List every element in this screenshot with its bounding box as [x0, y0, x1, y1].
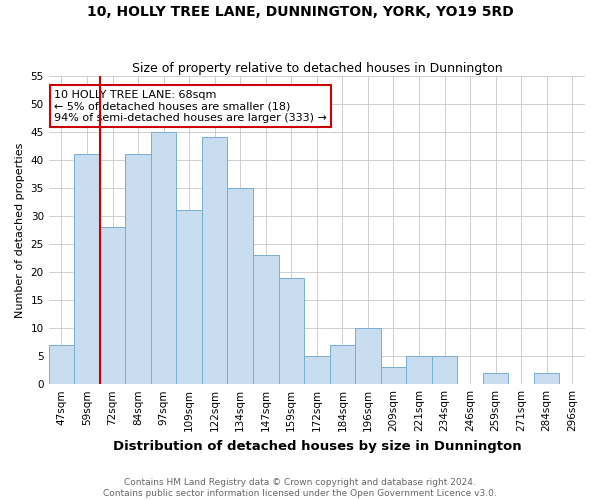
- Bar: [151, 132, 176, 384]
- Bar: [304, 356, 329, 384]
- Bar: [74, 154, 100, 384]
- Bar: [125, 154, 151, 384]
- Bar: [534, 373, 559, 384]
- Bar: [329, 345, 355, 384]
- Text: 10, HOLLY TREE LANE, DUNNINGTON, YORK, YO19 5RD: 10, HOLLY TREE LANE, DUNNINGTON, YORK, Y…: [86, 5, 514, 19]
- Bar: [227, 188, 253, 384]
- Bar: [100, 227, 125, 384]
- Bar: [380, 368, 406, 384]
- Text: 10 HOLLY TREE LANE: 68sqm
← 5% of detached houses are smaller (18)
94% of semi-d: 10 HOLLY TREE LANE: 68sqm ← 5% of detach…: [54, 90, 327, 122]
- Bar: [253, 255, 278, 384]
- Text: Contains HM Land Registry data © Crown copyright and database right 2024.
Contai: Contains HM Land Registry data © Crown c…: [103, 478, 497, 498]
- Bar: [49, 345, 74, 384]
- Bar: [432, 356, 457, 384]
- Title: Size of property relative to detached houses in Dunnington: Size of property relative to detached ho…: [131, 62, 502, 74]
- X-axis label: Distribution of detached houses by size in Dunnington: Distribution of detached houses by size …: [113, 440, 521, 452]
- Bar: [176, 210, 202, 384]
- Bar: [406, 356, 432, 384]
- Bar: [202, 138, 227, 384]
- Bar: [278, 278, 304, 384]
- Bar: [483, 373, 508, 384]
- Bar: [355, 328, 380, 384]
- Y-axis label: Number of detached properties: Number of detached properties: [15, 142, 25, 318]
